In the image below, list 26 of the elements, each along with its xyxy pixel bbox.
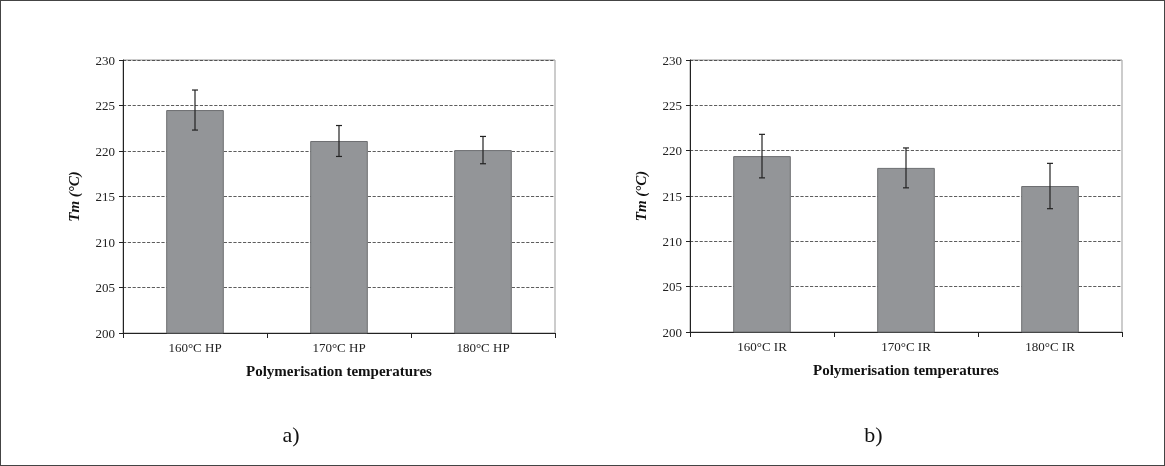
y-axis-title: Tm (°C)	[65, 171, 83, 222]
x-axis-title: Polymerisation temperatures	[246, 362, 433, 379]
y-tick-label: 205	[95, 280, 115, 295]
y-tick-label: 230	[95, 52, 115, 68]
x-tick-label: 170°C IR	[881, 339, 932, 354]
y-tick-label: 220	[95, 143, 115, 159]
x-tick-label: 180°C IR	[1025, 339, 1076, 354]
text: a)	[282, 421, 300, 447]
y-tick-label: 230	[662, 52, 682, 68]
x-tick-label: 160°C IR	[737, 339, 788, 354]
y-tick-label: 210	[95, 234, 115, 250]
text: b)	[864, 421, 883, 447]
y-tick-label: 200	[662, 324, 682, 340]
x-tick-label: 160°C HP	[168, 340, 222, 355]
y-tick-label: 210	[662, 233, 682, 249]
y-tick-label: 200	[95, 325, 115, 341]
y-tick-label: 215	[662, 188, 682, 204]
y-tick-label: 215	[95, 189, 115, 204]
x-tick-label: 180°C HP	[456, 340, 510, 355]
y-tick-label: 205	[662, 279, 682, 295]
y-axis-title: Tm (°C)	[632, 170, 650, 222]
y-tick-label: 225	[95, 98, 115, 113]
x-tick-label: 170°C HP	[312, 340, 366, 355]
y-tick-label: 220	[662, 143, 682, 159]
y-tick-label: 225	[662, 97, 682, 113]
x-axis-title: Polymerisation temperatures	[813, 361, 1000, 378]
